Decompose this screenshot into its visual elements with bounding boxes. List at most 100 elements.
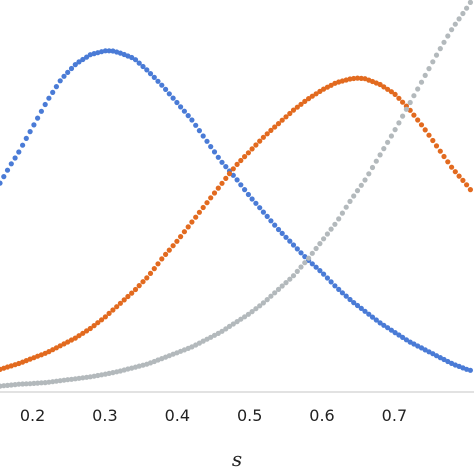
series-0-point-64: [238, 182, 244, 188]
series-2-point-113: [422, 72, 428, 78]
series-2-point-16: [57, 378, 63, 384]
series-1-point-104: [388, 89, 394, 95]
series-2-point-2: [4, 382, 11, 388]
series-0-point-36: [132, 57, 139, 63]
series-0-point-21: [76, 59, 82, 65]
series-1-point-120: [449, 164, 455, 170]
series-0-point-5: [16, 149, 22, 155]
series-0-point-53: [196, 128, 202, 134]
series-0-point-20: [72, 62, 78, 68]
series-0-point-91: [339, 290, 345, 296]
series-2-point-73: [272, 290, 278, 296]
series-2-point-68: [253, 306, 259, 312]
series-0-point-71: [264, 213, 270, 219]
series-2-point-65: [242, 314, 248, 320]
series-2-point-107: [400, 113, 406, 119]
series-1-point-22: [80, 330, 86, 336]
series-0-point-66: [245, 191, 251, 198]
series-0-point-29: [106, 48, 112, 54]
series-2-point-125: [467, 0, 473, 5]
series-0-point-14: [50, 89, 56, 95]
series-1-point-29: [106, 310, 112, 316]
series-1-point-50: [185, 224, 191, 230]
series-1-point-35: [129, 290, 135, 296]
series-1-point-73: [272, 124, 278, 130]
series-2-point-120: [449, 27, 455, 33]
series-1-point-34: [125, 293, 131, 300]
series-2-point-104: [388, 133, 394, 139]
series-2-point-90: [336, 216, 342, 222]
series-1-point-65: [242, 154, 248, 160]
series-0-point-60: [223, 164, 229, 170]
series-0-point-10: [35, 115, 41, 121]
series-0-point-94: [351, 300, 357, 306]
series-1-point-66: [245, 150, 251, 156]
series-2-point-84: [313, 245, 319, 252]
series-2-point-122: [456, 16, 462, 22]
series-0-point-52: [193, 122, 199, 128]
series-1-point-103: [385, 86, 391, 92]
series-1: [0, 75, 473, 372]
series-1-point-117: [437, 148, 443, 154]
series-1-point-58: [215, 185, 221, 191]
series-1-point-74: [275, 121, 282, 127]
series-0-point-4: [12, 155, 18, 161]
series-0-point-55: [204, 138, 210, 144]
series-2-point-92: [343, 204, 349, 210]
series-0-point-41: [151, 74, 157, 80]
series-2-point-11: [38, 380, 45, 386]
series-2-point-99: [369, 164, 376, 171]
series-0-point-17: [61, 73, 67, 79]
series-0-point-0: [0, 180, 3, 186]
series-0-point-15: [53, 84, 60, 90]
series-0-point-59: [219, 159, 225, 165]
series-0-point-125: [467, 367, 473, 373]
series-0-point-16: [57, 78, 63, 84]
series-0-point-49: [181, 108, 187, 114]
series-1-point-31: [114, 304, 120, 310]
series-1-point-76: [283, 114, 289, 120]
series-1-point-56: [208, 195, 214, 201]
series-2-point-69: [257, 303, 263, 309]
series-1-point-45: [166, 247, 172, 253]
series-0-point-76: [283, 234, 289, 240]
series-2-point-103: [385, 139, 391, 145]
series-2-point-72: [268, 293, 274, 299]
series-1-point-21: [76, 333, 82, 339]
series-2-point-106: [396, 120, 402, 126]
series-0-point-103: [385, 325, 391, 331]
series-1-point-44: [163, 251, 169, 257]
series-2-point-5: [16, 381, 22, 387]
series-0-point-65: [242, 187, 248, 193]
series-1-point-71: [264, 131, 270, 137]
series-0-point-54: [200, 133, 206, 139]
series-0-point-7: [23, 135, 29, 141]
series-0-point-102: [381, 322, 387, 328]
series-0-point-106: [396, 332, 402, 338]
series-1-point-110: [411, 112, 417, 118]
series-1-point-75: [279, 117, 285, 123]
series-1-point-72: [268, 127, 274, 133]
series-2-point-91: [339, 210, 345, 216]
series-0-point-99: [369, 314, 376, 320]
series-2-point-60: [223, 326, 229, 332]
x-axis-label: s: [232, 447, 242, 471]
series-2-point-112: [418, 79, 425, 85]
series-1-point-24: [87, 325, 93, 332]
series-0-point-92: [343, 293, 349, 299]
series-1-point-119: [445, 159, 451, 165]
series-1-point-80: [298, 101, 304, 107]
series-0-point-105: [392, 330, 398, 336]
series-1-point-101: [377, 81, 383, 88]
series-1-point-116: [433, 143, 440, 149]
series-0-point-72: [268, 218, 274, 224]
series-2-point-7: [23, 381, 29, 387]
series-0-point-18: [65, 69, 71, 75]
series-0-point-48: [178, 104, 184, 110]
series-1-point-67: [249, 146, 255, 152]
series-0-point-51: [189, 117, 195, 123]
series-2-point-97: [362, 177, 368, 183]
series-1-point-94: [351, 75, 357, 82]
series-1-point-121: [452, 169, 458, 175]
series-0-point-69: [257, 205, 263, 211]
